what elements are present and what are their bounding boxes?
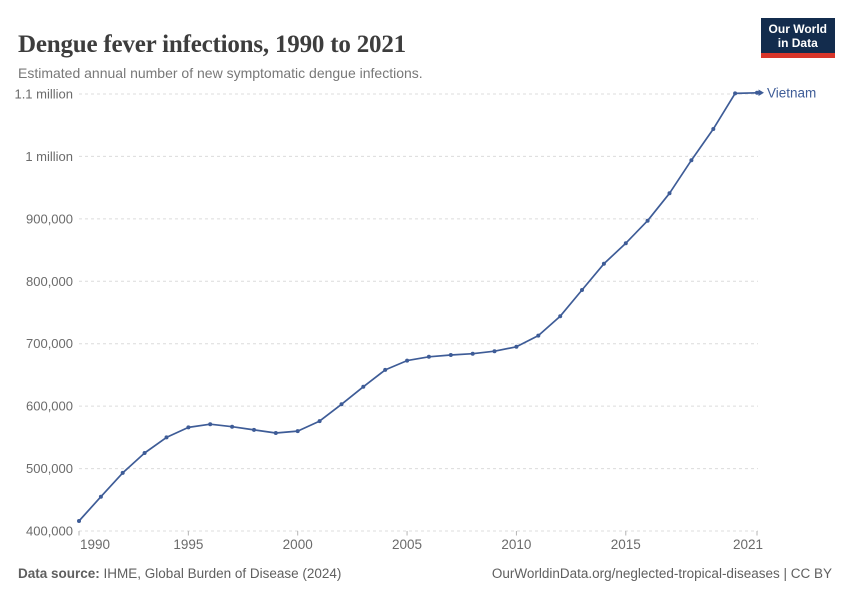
data-point [492, 349, 497, 354]
data-point [470, 351, 475, 356]
x-axis-label: 2005 [392, 537, 422, 552]
entity-label[interactable]: Vietnam [767, 85, 816, 100]
attribution: OurWorldinData.org/neglected-tropical-di… [491, 566, 832, 581]
data-point [208, 422, 213, 427]
y-axis-label: 900,000 [26, 211, 73, 226]
data-point [645, 218, 650, 223]
data-point [755, 90, 759, 95]
data-point [77, 519, 81, 523]
x-axis-label: 1990 [80, 537, 110, 552]
data-source: Data source: IHME, Global Burden of Dise… [18, 566, 341, 581]
y-axis-label: 700,000 [26, 336, 73, 351]
data-point [558, 314, 563, 319]
data-point [252, 427, 256, 432]
data-point [667, 191, 672, 196]
data-point [142, 451, 147, 455]
owid-logo-line2: in Data [777, 36, 818, 50]
y-axis-label: 1.1 million [14, 87, 73, 102]
data-point [295, 429, 300, 434]
data-point [601, 261, 606, 266]
data-point [230, 424, 235, 429]
data-point [580, 288, 584, 292]
data-point [514, 344, 519, 349]
y-axis-label: 400,000 [26, 524, 73, 539]
data-source-value: IHME, Global Burden of Disease (2024) [103, 566, 342, 581]
data-point [383, 367, 388, 372]
x-axis-label: 2000 [283, 537, 313, 552]
data-point [273, 431, 278, 435]
data-source-label: Data source: [18, 566, 100, 581]
data-point [426, 354, 431, 359]
data-line [78, 91, 758, 522]
y-axis-label: 500,000 [26, 461, 73, 476]
data-point [733, 91, 738, 96]
x-axis-label: 2010 [501, 537, 531, 552]
data-point [448, 353, 453, 357]
data-point [536, 333, 541, 338]
y-axis-label: 600,000 [26, 399, 73, 414]
owid-logo-line1: Our World [768, 22, 827, 36]
data-point [711, 127, 716, 131]
line-end-arrow-icon [758, 89, 764, 96]
data-point [405, 358, 410, 363]
y-axis-label: 1 million [25, 149, 73, 164]
page-subtitle: Estimated annual number of new symptomat… [18, 65, 423, 81]
data-point [689, 158, 694, 163]
x-axis-label: 2021 [733, 537, 763, 552]
owid-logo[interactable]: Our World in Data [760, 18, 835, 58]
data-point [339, 402, 344, 407]
data-point [98, 494, 103, 499]
data-point [317, 419, 322, 424]
y-axis-label: 800,000 [26, 274, 73, 289]
data-point [361, 384, 366, 389]
data-point [186, 425, 191, 430]
x-axis-label: 2015 [611, 537, 641, 552]
data-point [164, 435, 169, 440]
data-point [623, 241, 628, 246]
chart-footer: Data source: IHME, Global Burden of Dise… [18, 566, 832, 581]
page-title: Dengue fever infections, 1990 to 2021 [18, 30, 406, 58]
x-axis-label: 1995 [173, 537, 203, 552]
data-point [120, 470, 125, 475]
